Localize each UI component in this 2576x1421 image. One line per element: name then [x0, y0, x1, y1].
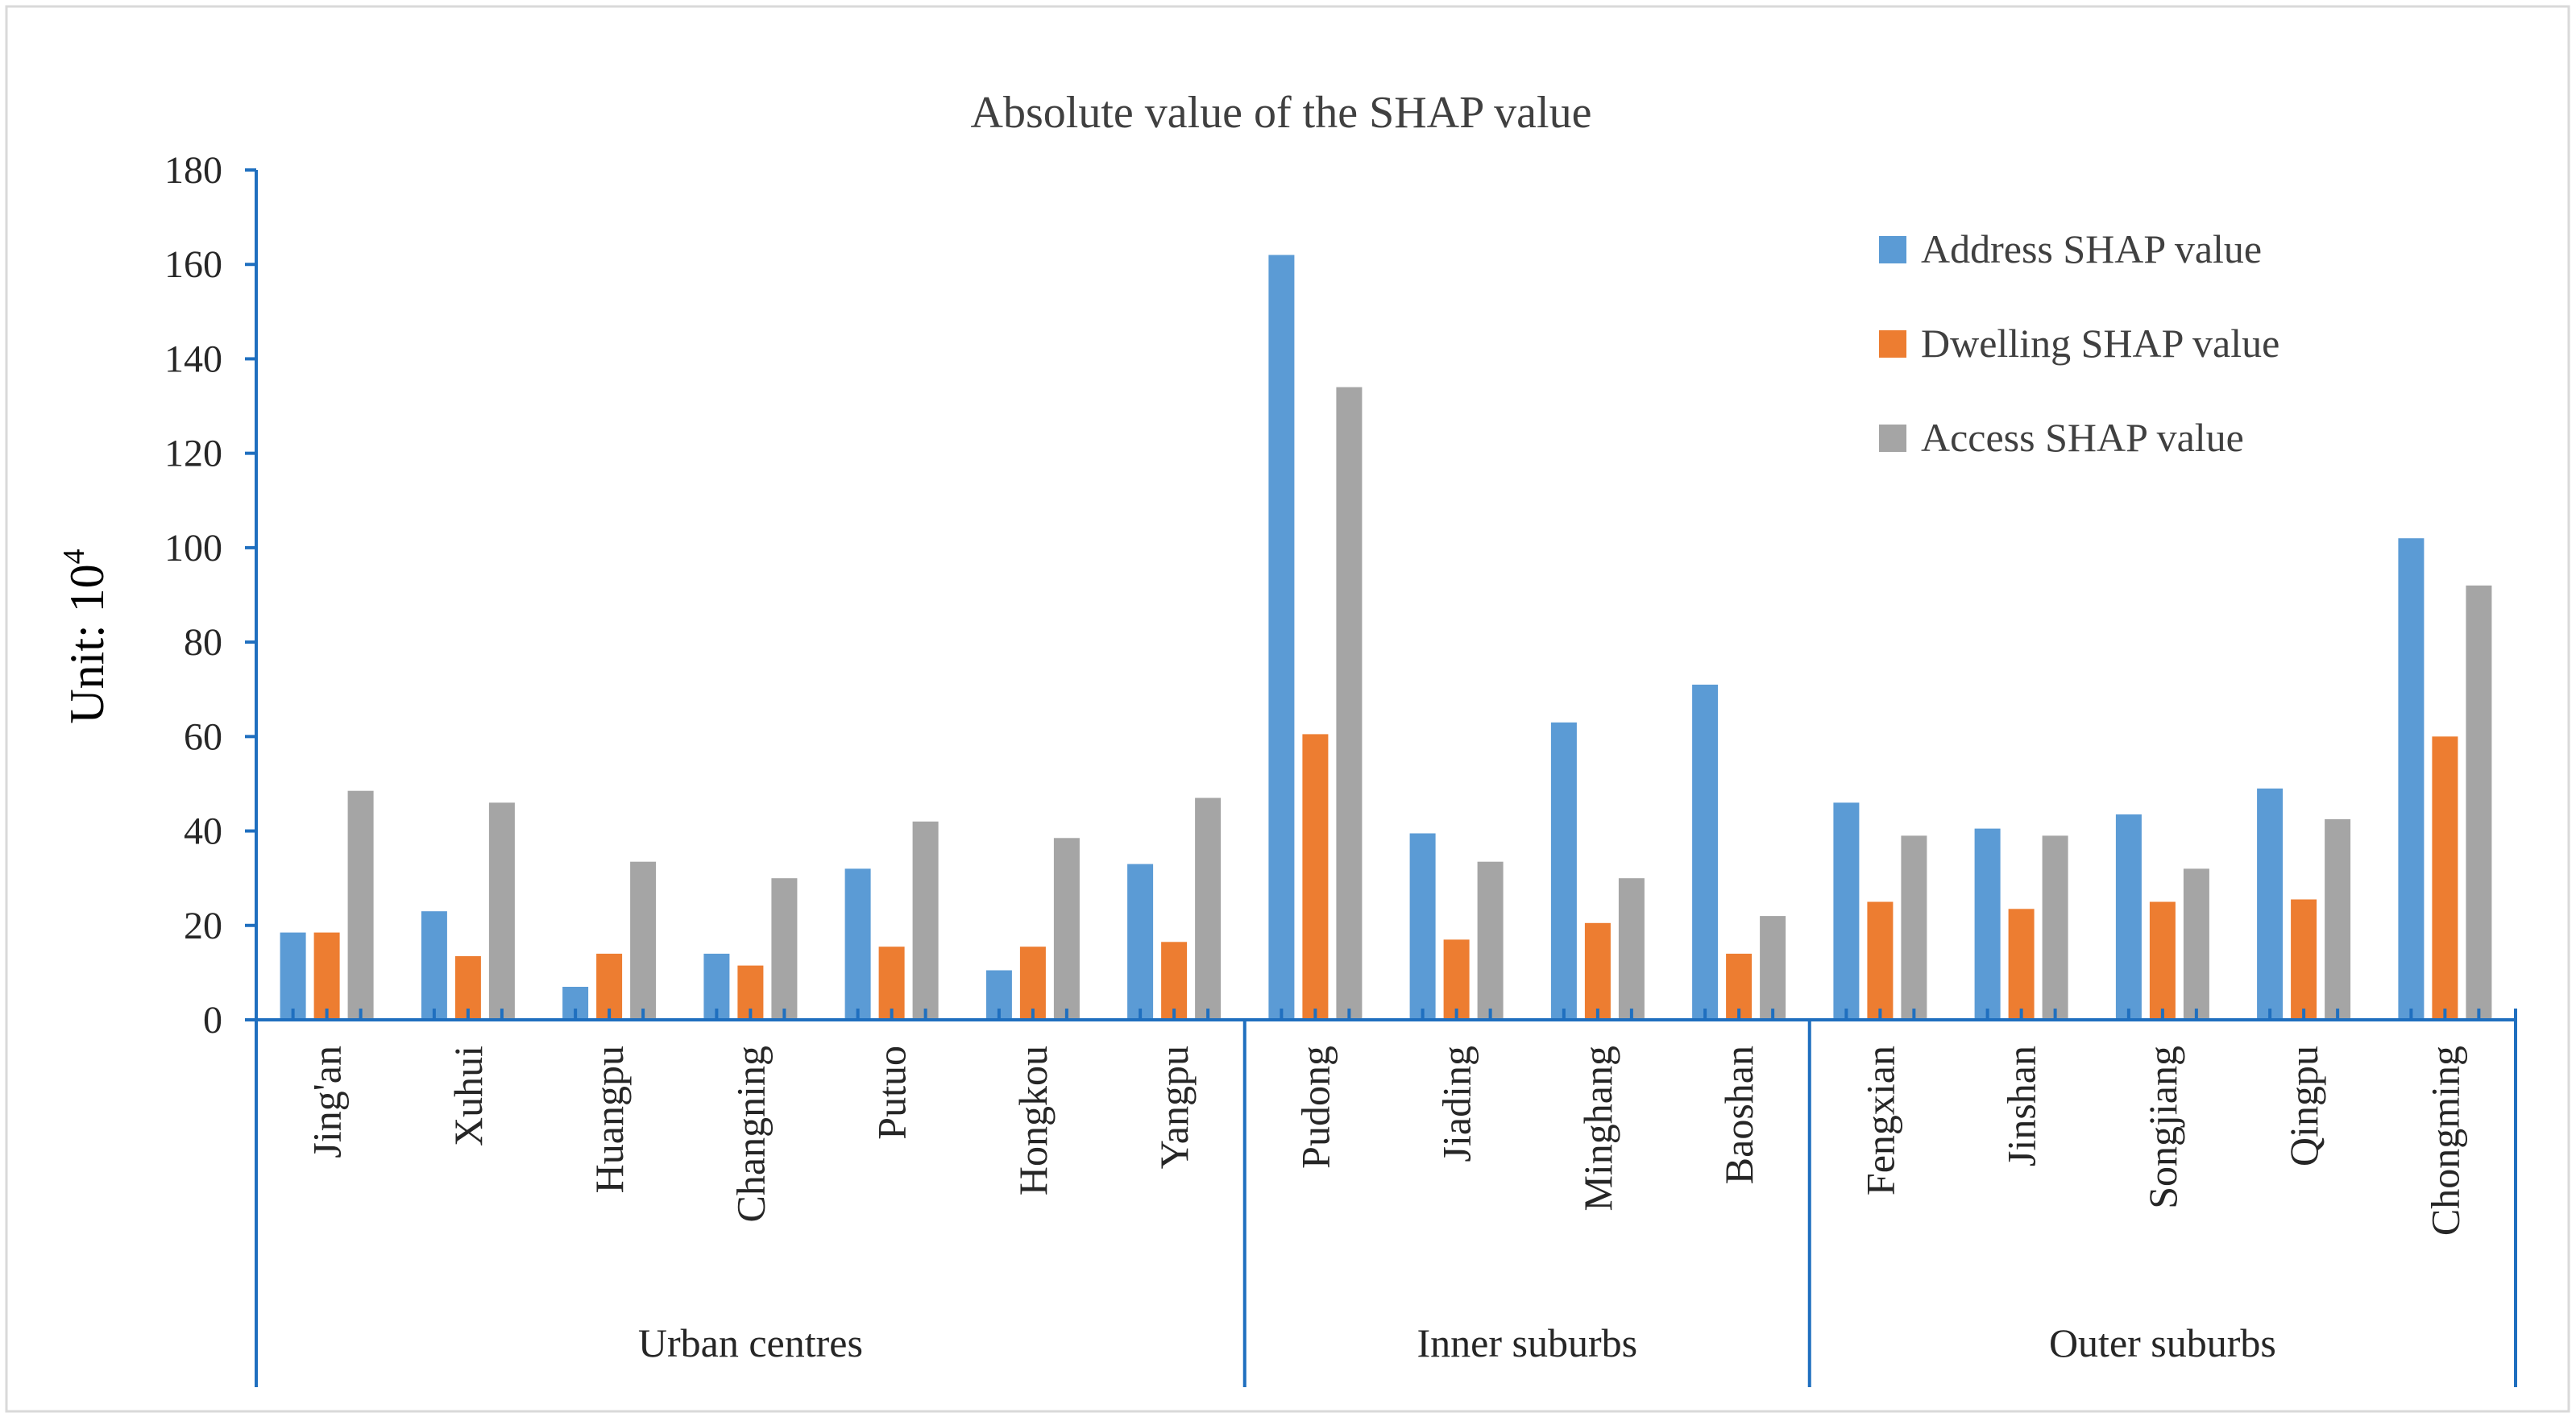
bar-address-1 — [280, 932, 306, 1020]
axes-layer — [245, 168, 2517, 1387]
legend-label-access: Access SHAP value — [1921, 415, 2244, 460]
bar-dwelling-6 — [1019, 947, 1046, 1020]
bar-access-16 — [2466, 585, 2492, 1020]
x-tick-label: Yangpu — [1151, 1046, 1197, 1169]
x-tick-label: Jing'an — [305, 1046, 350, 1158]
bar-address-5 — [844, 868, 871, 1020]
bar-dwelling-12 — [1867, 901, 1894, 1020]
x-tick-label: Pudong — [1292, 1046, 1338, 1169]
bar-dwelling-8 — [1302, 734, 1329, 1020]
bar-address-12 — [1833, 802, 1860, 1020]
bar-access-4 — [771, 878, 798, 1020]
x-tick-label: Hongkou — [1010, 1046, 1056, 1195]
y-tick-label: 140 — [164, 338, 222, 380]
bar-access-1 — [347, 790, 374, 1020]
bar-access-11 — [1760, 916, 1786, 1020]
bar-access-3 — [630, 861, 657, 1020]
bar-access-13 — [2042, 835, 2068, 1020]
bar-dwelling-14 — [2149, 901, 2176, 1020]
x-tick-label: Putuo — [869, 1046, 915, 1140]
bar-address-7 — [1127, 864, 1154, 1020]
legend: Address SHAP value Dwelling SHAP value Acc… — [1879, 226, 2279, 460]
x-tick-label: Chongming — [2422, 1046, 2467, 1236]
y-tick-label: 80 — [184, 621, 222, 664]
legend-label-address: Address SHAP value — [1921, 226, 2262, 271]
bar-address-13 — [1974, 828, 2001, 1020]
legend-swatch-dwelling — [1879, 330, 1906, 358]
group-label: Inner suburbs — [1417, 1320, 1638, 1365]
x-tick-label: Huangpu — [587, 1046, 632, 1193]
y-tick-label: 160 — [164, 243, 222, 286]
y-tick-label: 20 — [184, 905, 222, 947]
bar-dwelling-9 — [1443, 939, 1470, 1020]
y-axis-label-text: Unit: 10 — [60, 564, 114, 723]
x-tick-label: Jiading — [1434, 1046, 1479, 1162]
bar-access-12 — [1901, 835, 1927, 1020]
group-label: Urban centres — [638, 1320, 863, 1365]
svg-text:Unit: 104: Unit: 104 — [57, 549, 114, 723]
chart-title: Absolute value of the SHAP value — [971, 88, 1592, 138]
bar-address-16 — [2398, 538, 2425, 1020]
legend-swatch-access — [1879, 425, 1906, 452]
x-tick-label: Minghang — [1575, 1046, 1620, 1212]
bar-dwelling-16 — [2432, 736, 2458, 1020]
y-tick-label: 60 — [184, 715, 222, 758]
bar-access-14 — [2183, 868, 2209, 1020]
bar-access-8 — [1336, 387, 1363, 1021]
x-tick-label: Xuhui — [446, 1046, 491, 1146]
y-tick-label: 40 — [184, 810, 222, 853]
bar-access-6 — [1053, 838, 1080, 1020]
bar-dwelling-1 — [313, 932, 340, 1020]
x-tick-label: Changning — [728, 1046, 773, 1222]
legend-label-dwelling: Dwelling SHAP value — [1921, 321, 2279, 366]
group-label: Outer suburbs — [2049, 1320, 2276, 1365]
legend-swatch-address — [1879, 236, 1906, 263]
bar-address-14 — [2115, 814, 2142, 1020]
bar-dwelling-13 — [2008, 909, 2035, 1020]
bar-dwelling-5 — [878, 947, 905, 1020]
x-tick-label: Baoshan — [1716, 1046, 1761, 1184]
labels-layer: Jing'an Xuhui Huangpu Changning Putuo Hongkou… — [164, 149, 2467, 1365]
bar-address-2 — [421, 911, 447, 1020]
bar-access-10 — [1618, 878, 1645, 1020]
x-tick-label: Qingpu — [2281, 1046, 2326, 1166]
bars-layer — [280, 255, 2492, 1021]
bar-dwelling-15 — [2291, 899, 2317, 1020]
bar-dwelling-10 — [1584, 922, 1611, 1020]
y-axis-label-superscript: 4 — [57, 549, 91, 564]
x-tick-label: Fengxian — [1857, 1046, 1902, 1195]
bar-access-2 — [488, 802, 515, 1020]
y-tick-label: 180 — [164, 149, 222, 192]
bar-access-5 — [912, 821, 939, 1020]
bar-address-11 — [1692, 684, 1719, 1020]
y-tick-label: 120 — [164, 433, 222, 475]
x-tick-label: Jinshan — [1999, 1046, 2044, 1166]
y-tick-label: 0 — [203, 999, 222, 1042]
bar-address-9 — [1409, 833, 1436, 1020]
bar-dwelling-7 — [1161, 942, 1188, 1020]
bar-access-15 — [2325, 818, 2351, 1020]
bar-access-7 — [1195, 798, 1222, 1020]
bar-access-9 — [1477, 861, 1504, 1020]
x-tick-label: Songjiang — [2140, 1046, 2185, 1209]
y-axis-label: Unit: 104 — [57, 549, 114, 723]
y-tick-label: 100 — [164, 527, 222, 570]
bar-address-10 — [1550, 722, 1577, 1021]
bar-address-15 — [2257, 788, 2284, 1020]
bar-address-8 — [1268, 255, 1295, 1020]
